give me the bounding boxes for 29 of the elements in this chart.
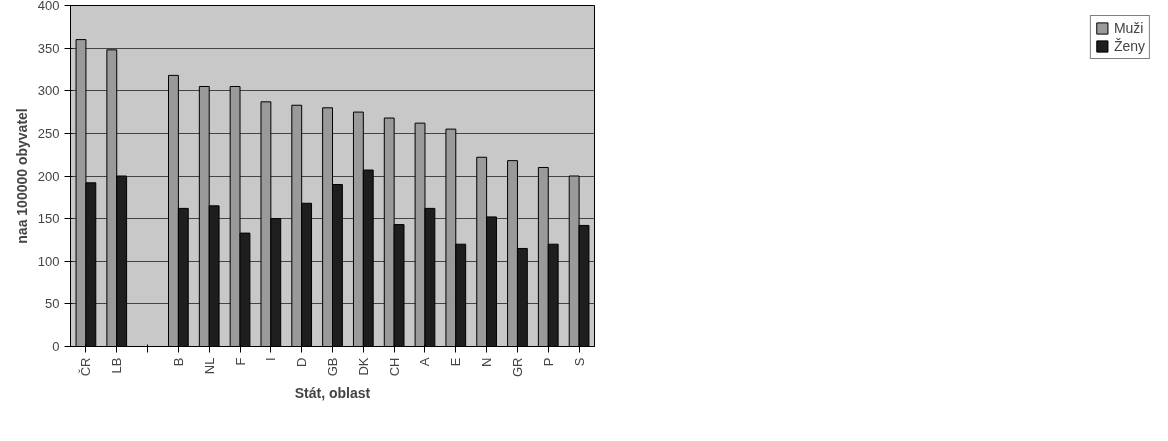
y-tick-label: 350: [37, 40, 60, 56]
x-tick-label: N: [479, 357, 495, 367]
x-tick-label: S: [571, 357, 587, 367]
x-tick-label: D: [294, 357, 310, 367]
y-axis-title: naa 100000 obyvatel: [13, 108, 30, 244]
x-tick-label: B: [170, 357, 186, 367]
y-tick-label: 400: [37, 0, 60, 13]
y-tick-label: 0: [52, 339, 60, 354]
y-tick-label: 150: [37, 211, 60, 227]
legend-label: Ženy: [1113, 38, 1145, 54]
x-tick-label: ČR: [78, 357, 94, 377]
x-tick-label: DK: [355, 357, 371, 376]
y-tick-label: 250: [37, 125, 60, 141]
y-tick-label: 300: [37, 83, 60, 99]
x-axis-title: Stát, oblast: [294, 385, 371, 401]
y-tick-label: 100: [37, 253, 60, 269]
x-tick-label: CH: [386, 357, 402, 377]
x-tick-label: GB: [325, 357, 340, 377]
x-tick-label: F: [232, 357, 248, 366]
x-tick-label: GR: [509, 357, 525, 377]
y-tick-label: 50: [45, 296, 60, 312]
legend-label: Muži: [1113, 20, 1144, 36]
x-tick-label: LB: [109, 357, 125, 374]
x-tick-label: I: [263, 357, 279, 362]
x-tick-label: A: [417, 357, 433, 367]
x-tick-label: NL: [201, 357, 217, 375]
x-tick-label: P: [540, 357, 556, 367]
x-tick-label: E: [448, 357, 464, 367]
y-tick-label: 200: [37, 168, 60, 184]
